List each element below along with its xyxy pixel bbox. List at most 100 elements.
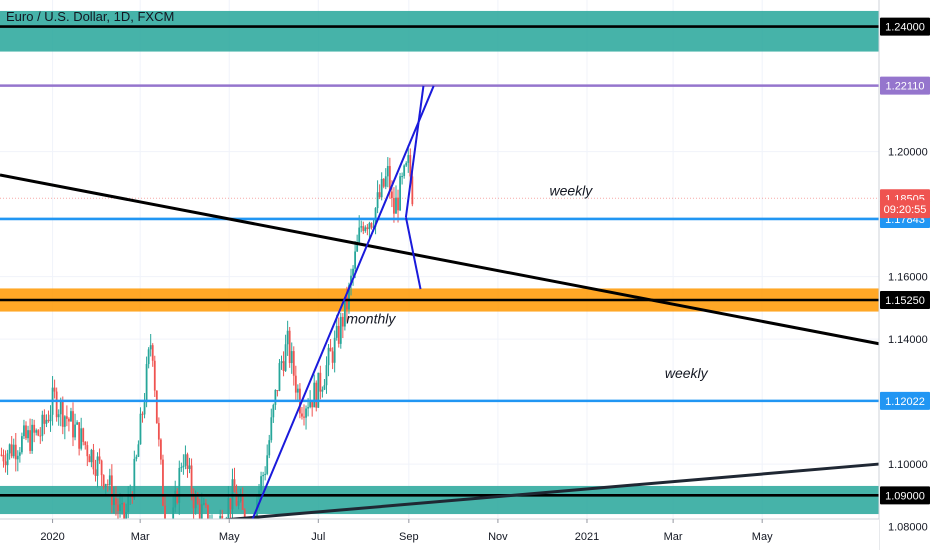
candle-body: [110, 475, 113, 506]
candle-body: [90, 449, 93, 463]
candle-body: [131, 495, 134, 499]
candle-body: [239, 496, 242, 501]
candle-body: [33, 424, 36, 433]
candle-body: [305, 408, 307, 418]
x-tick-label: Mar: [131, 531, 150, 543]
y-tick-label: 1.10000: [888, 459, 928, 471]
candle-body: [323, 385, 326, 390]
time-axis[interactable]: [0, 519, 879, 550]
candle-body: [346, 297, 348, 310]
candle-body: [84, 441, 87, 446]
candle-body: [296, 388, 299, 393]
candle-body: [102, 475, 105, 488]
candle-body: [53, 387, 56, 392]
candle-body: [74, 424, 76, 438]
candle-body: [386, 166, 389, 177]
candle-body: [94, 469, 97, 476]
candle-body: [21, 436, 23, 453]
candle-body: [335, 325, 338, 338]
candle-body: [123, 503, 126, 526]
price-label-text: 09:20:55: [884, 204, 927, 216]
candle-body: [382, 178, 385, 187]
candle-body: [343, 297, 346, 327]
candle-body: [294, 375, 297, 393]
candle-body: [278, 363, 281, 391]
candle-body: [360, 226, 363, 228]
candle-body: [35, 430, 38, 433]
candle-body: [76, 422, 78, 425]
candle-body: [55, 391, 58, 418]
candle-body: [127, 495, 130, 512]
candle-body: [88, 456, 91, 463]
candle-body: [284, 344, 287, 371]
candle-body: [151, 345, 154, 361]
candle-body: [311, 400, 314, 408]
price-label-text: 1.09000: [885, 490, 925, 502]
candle-body: [309, 400, 312, 408]
candle-body: [352, 268, 354, 276]
candle-body: [272, 404, 275, 418]
candle-body: [270, 417, 273, 441]
candle-body: [16, 455, 19, 460]
candle-body: [6, 453, 9, 466]
candle-body: [288, 330, 291, 364]
candle-body: [325, 365, 328, 386]
candle-body: [241, 496, 244, 510]
candle-body: [370, 223, 373, 228]
candle-body: [174, 490, 177, 508]
candle-body: [329, 347, 332, 352]
candle-body: [264, 473, 267, 476]
candle-body: [176, 490, 179, 503]
candle-body: [393, 198, 395, 214]
candle-body: [229, 498, 232, 510]
candle-body: [119, 504, 121, 511]
price-label-tag: [880, 200, 930, 219]
candle-body: [184, 454, 187, 466]
candle-body: [0, 454, 3, 456]
candle-body: [290, 351, 293, 364]
price-label-text: 1.15250: [885, 295, 925, 307]
candle-body: [143, 402, 146, 415]
candle-body: [374, 208, 377, 227]
y-tick-label: 1.16000: [888, 272, 928, 284]
candle-body: [96, 456, 99, 476]
price-label-tag: [880, 391, 930, 410]
candle-body: [237, 500, 240, 506]
candle-body: [92, 449, 95, 470]
candle-body: [135, 456, 138, 459]
candle-body: [12, 444, 15, 457]
price-label-text: 1.12022: [885, 396, 925, 408]
candle-body: [388, 166, 391, 192]
candle-body: [115, 498, 117, 505]
candle-body: [390, 191, 393, 199]
candle-body: [307, 407, 309, 409]
candle-body: [78, 422, 81, 449]
candle-body: [358, 227, 361, 243]
annotation-text: monthly: [346, 310, 396, 326]
candle-body: [194, 497, 197, 509]
candle-body: [202, 503, 205, 505]
candle-body: [82, 428, 85, 442]
candle-body: [401, 176, 404, 178]
candle-body: [368, 223, 371, 230]
annotation-text: weekly: [665, 365, 709, 381]
candle-body: [153, 360, 156, 391]
candle-body: [70, 411, 72, 422]
trend-line: [245, 85, 435, 534]
candle-body: [49, 414, 52, 422]
candle-body: [31, 424, 34, 451]
candle-body: [397, 197, 399, 211]
candle-body: [72, 411, 74, 438]
candle-body: [348, 285, 350, 310]
x-axis-ticks: 2020 Mar May Jul Sep Nov 2021 Mar May: [40, 519, 773, 543]
price-label-tag: [880, 291, 930, 309]
candle-body: [409, 155, 412, 177]
x-tick-label: May: [752, 531, 773, 543]
candle-body: [186, 454, 189, 469]
candle-body: [399, 176, 401, 211]
candle-body: [356, 242, 359, 252]
candle-body: [37, 430, 40, 436]
candle-body: [25, 425, 27, 439]
